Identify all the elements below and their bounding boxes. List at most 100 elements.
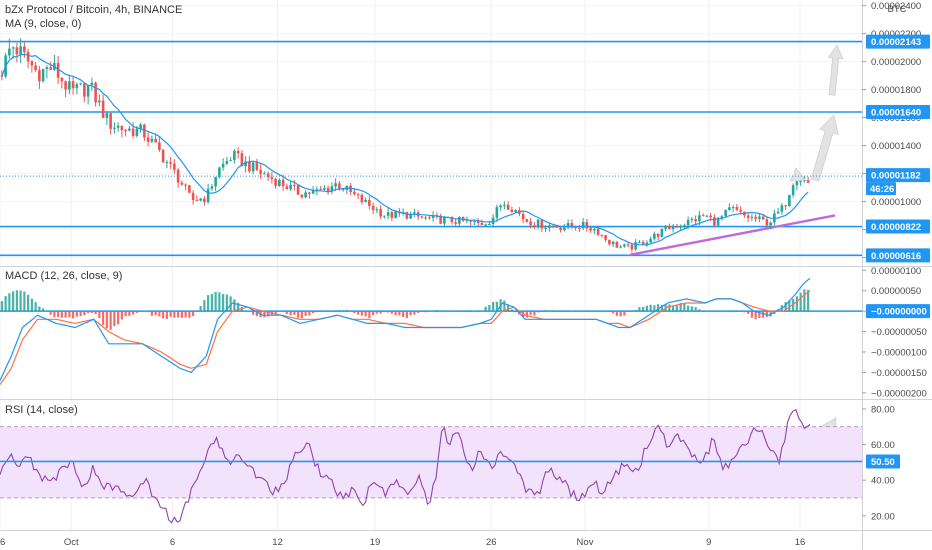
macd-legend[interactable]: MACD (12, 26, close, 9) xyxy=(5,270,123,282)
macd-histogram-bar xyxy=(492,302,495,312)
candle-body xyxy=(184,184,187,186)
macd-histogram-bar xyxy=(188,311,191,318)
time-axis[interactable]: 26 Oct 6 12 19 26 Nov 9 16 xyxy=(0,537,805,548)
candle-body xyxy=(143,124,146,138)
candle-body xyxy=(510,209,514,212)
candle-body xyxy=(758,216,761,219)
ma-legend[interactable]: MA (9, close, 0) xyxy=(5,18,82,30)
macd-histogram-bar xyxy=(615,311,618,316)
candle-body xyxy=(645,242,649,245)
macd-histogram-bar xyxy=(784,302,787,312)
macd-line xyxy=(0,277,811,381)
macd-tick-label: 0.00000100 xyxy=(871,266,921,277)
macd-histogram-bar xyxy=(570,310,573,312)
candle-body xyxy=(266,173,270,178)
macd-histogram-bar xyxy=(398,311,401,316)
macd-histogram-bar xyxy=(600,311,603,312)
candle-body xyxy=(671,226,675,230)
symbol-legend[interactable]: bZx Protocol / Bitcoin, 4h, BINANCE xyxy=(5,4,183,16)
projection-arrow-shape[interactable] xyxy=(789,167,806,182)
trendline[interactable] xyxy=(629,214,836,256)
candle-body xyxy=(79,83,82,85)
candle-body xyxy=(634,242,637,250)
candle-body xyxy=(364,199,367,203)
macd-histogram-bar xyxy=(529,311,532,315)
candle-body xyxy=(623,244,626,247)
candle-body xyxy=(713,217,716,226)
macd-histogram-bar xyxy=(383,311,386,312)
time-tick-label: Nov xyxy=(577,537,594,548)
candle-body xyxy=(458,216,461,224)
macd-histogram-bar xyxy=(282,311,285,312)
macd-histogram-bar xyxy=(289,311,292,316)
macd-histogram-bar xyxy=(488,305,491,312)
macd-histogram-bar xyxy=(368,311,371,319)
macd-histogram-bar xyxy=(349,310,352,312)
macd-histogram-bar xyxy=(765,311,768,317)
candle-body xyxy=(803,180,806,182)
candle-body xyxy=(289,184,292,190)
macd-histogram-bar xyxy=(248,310,251,312)
support-trendline[interactable] xyxy=(629,214,836,256)
candle-body xyxy=(596,228,600,235)
level-label-text: 0.00000616 xyxy=(871,251,921,262)
projection-arrow-shape[interactable] xyxy=(827,44,844,96)
macd-histogram-bar xyxy=(218,292,221,312)
current-price-box xyxy=(866,168,930,183)
candle-body xyxy=(731,207,735,209)
macd-histogram-bar xyxy=(417,311,420,313)
candle-body xyxy=(491,217,495,224)
macd-histogram-bar xyxy=(274,311,277,314)
candle-body xyxy=(195,200,199,202)
macd-histogram-bar xyxy=(120,311,123,320)
candle-body xyxy=(128,128,131,131)
macd-histogram-bar xyxy=(34,302,37,312)
candle-body xyxy=(296,185,300,195)
candle-body xyxy=(244,161,247,167)
candle-body xyxy=(218,167,221,178)
candle-body xyxy=(161,149,165,163)
macd-histogram-bar xyxy=(237,302,240,312)
macd-histogram-bar xyxy=(732,311,735,313)
candle-body xyxy=(285,186,289,190)
candle-body xyxy=(23,46,26,52)
rsi-legend[interactable]: RSI (14, close) xyxy=(5,404,78,416)
candle-body xyxy=(199,198,202,201)
candle-body xyxy=(263,173,266,175)
candle-body xyxy=(319,189,322,191)
candle-body xyxy=(484,224,487,226)
candle-body xyxy=(465,220,469,222)
macd-histogram-bar xyxy=(443,310,446,312)
candle-body xyxy=(724,209,727,217)
macd-histogram-bar xyxy=(724,311,727,312)
candle-body xyxy=(375,209,379,211)
macd-histogram-bar xyxy=(68,311,71,318)
macd-histogram-bar xyxy=(8,293,11,312)
horizontal-levels[interactable] xyxy=(0,40,862,257)
candle-body xyxy=(424,217,427,219)
macd-histogram-bar xyxy=(439,310,442,312)
candle-body xyxy=(544,227,547,229)
candle-body xyxy=(135,128,139,136)
candle-body xyxy=(709,215,712,218)
macd-axis[interactable]: 0.00000100 0.00000050 −0.00000000 −0.000000… xyxy=(862,266,930,400)
candle-body xyxy=(683,225,686,227)
macd-tick-label: 0.00000050 xyxy=(871,286,921,297)
macd-histogram-bar xyxy=(390,311,393,314)
macd-histogram-bar xyxy=(578,310,581,312)
price-axis[interactable]: 0.000006000.000008000.000010000.00001200… xyxy=(862,1,930,264)
rsi-axis[interactable]: 80.00 60.00 40.00 20.00 50.50 xyxy=(862,404,900,522)
candle-body xyxy=(488,223,491,225)
macd-histogram-bar xyxy=(544,309,547,312)
projection-arrow-shape[interactable] xyxy=(810,114,839,182)
rsi-current-label: 50.50 xyxy=(871,457,895,468)
macd-histogram-bar xyxy=(705,310,708,312)
candle-body xyxy=(26,51,30,62)
candle-body xyxy=(56,63,60,78)
rsi-band xyxy=(0,426,862,499)
macd-tick-label: −0.00000050 xyxy=(871,327,927,338)
candle-body xyxy=(326,188,330,192)
candle-body xyxy=(105,113,109,118)
candle-body xyxy=(409,213,412,219)
candle-body xyxy=(383,215,386,217)
